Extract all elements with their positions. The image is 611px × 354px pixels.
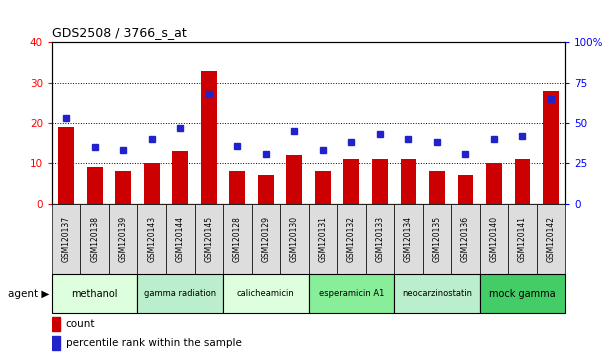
Bar bbox=[343, 159, 359, 204]
Bar bbox=[223, 274, 309, 313]
Bar bbox=[229, 171, 245, 204]
Text: GSM120135: GSM120135 bbox=[433, 216, 441, 262]
Text: esperamicin A1: esperamicin A1 bbox=[319, 289, 384, 298]
Bar bbox=[508, 204, 536, 274]
Bar bbox=[52, 274, 137, 313]
Text: GSM120143: GSM120143 bbox=[147, 216, 156, 262]
Bar bbox=[315, 171, 331, 204]
Bar bbox=[429, 171, 445, 204]
Bar bbox=[201, 71, 216, 204]
Bar bbox=[394, 204, 423, 274]
Text: GSM120138: GSM120138 bbox=[90, 216, 99, 262]
Bar bbox=[81, 204, 109, 274]
Bar bbox=[144, 163, 159, 204]
Bar bbox=[543, 91, 559, 204]
Bar bbox=[309, 274, 394, 313]
Bar bbox=[458, 175, 473, 204]
Text: mock gamma: mock gamma bbox=[489, 289, 556, 299]
Bar bbox=[137, 274, 223, 313]
Bar bbox=[252, 204, 280, 274]
Text: neocarzinostatin: neocarzinostatin bbox=[402, 289, 472, 298]
Bar bbox=[109, 204, 137, 274]
Text: GSM120144: GSM120144 bbox=[176, 216, 185, 262]
Text: GSM120136: GSM120136 bbox=[461, 216, 470, 262]
Text: GDS2508 / 3766_s_at: GDS2508 / 3766_s_at bbox=[52, 26, 187, 39]
Bar bbox=[172, 151, 188, 204]
Bar bbox=[309, 204, 337, 274]
Bar bbox=[514, 159, 530, 204]
Bar bbox=[365, 204, 394, 274]
Bar bbox=[451, 204, 480, 274]
Text: GSM120140: GSM120140 bbox=[489, 216, 499, 262]
Bar bbox=[486, 163, 502, 204]
Bar bbox=[115, 171, 131, 204]
Text: calicheamicin: calicheamicin bbox=[237, 289, 295, 298]
Bar bbox=[258, 175, 274, 204]
Text: GSM120142: GSM120142 bbox=[546, 216, 555, 262]
Bar bbox=[166, 204, 194, 274]
Bar bbox=[401, 159, 416, 204]
Bar bbox=[280, 204, 309, 274]
Text: GSM120128: GSM120128 bbox=[233, 216, 242, 262]
Text: GSM120131: GSM120131 bbox=[318, 216, 327, 262]
Text: count: count bbox=[66, 319, 95, 329]
Text: agent ▶: agent ▶ bbox=[7, 289, 49, 299]
Text: GSM120133: GSM120133 bbox=[375, 216, 384, 262]
Text: GSM120137: GSM120137 bbox=[62, 216, 71, 262]
Text: GSM120130: GSM120130 bbox=[290, 216, 299, 262]
Text: GSM120139: GSM120139 bbox=[119, 216, 128, 262]
Text: gamma radiation: gamma radiation bbox=[144, 289, 216, 298]
Text: percentile rank within the sample: percentile rank within the sample bbox=[66, 338, 242, 348]
Bar bbox=[59, 127, 74, 204]
Bar bbox=[394, 274, 480, 313]
Bar bbox=[52, 336, 60, 350]
Bar bbox=[480, 274, 565, 313]
Bar bbox=[480, 204, 508, 274]
Text: GSM120129: GSM120129 bbox=[262, 216, 270, 262]
Text: GSM120141: GSM120141 bbox=[518, 216, 527, 262]
Text: GSM120134: GSM120134 bbox=[404, 216, 413, 262]
Bar bbox=[337, 204, 365, 274]
Bar bbox=[52, 204, 81, 274]
Bar bbox=[137, 204, 166, 274]
Bar bbox=[372, 159, 388, 204]
Bar bbox=[536, 204, 565, 274]
Bar bbox=[287, 155, 302, 204]
Bar bbox=[194, 204, 223, 274]
Bar bbox=[423, 204, 451, 274]
Text: GSM120132: GSM120132 bbox=[347, 216, 356, 262]
Bar bbox=[52, 316, 60, 331]
Bar bbox=[223, 204, 252, 274]
Text: GSM120145: GSM120145 bbox=[204, 216, 213, 262]
Bar bbox=[87, 167, 103, 204]
Text: methanol: methanol bbox=[71, 289, 118, 299]
